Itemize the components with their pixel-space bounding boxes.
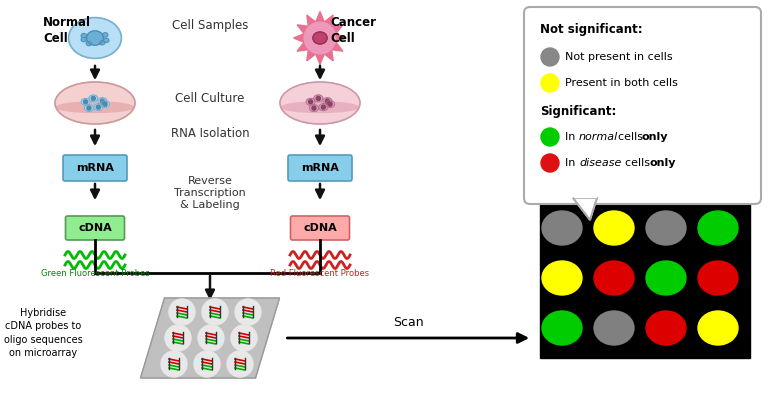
Ellipse shape [89,95,98,102]
Circle shape [316,96,320,100]
Text: Present in both cells: Present in both cells [565,78,678,88]
Circle shape [165,325,191,351]
Text: In: In [565,158,579,168]
Text: RNA Isolation: RNA Isolation [170,127,250,140]
Circle shape [328,102,332,106]
Ellipse shape [282,102,358,112]
Ellipse shape [94,104,103,111]
Text: cDNA: cDNA [303,223,337,233]
Ellipse shape [646,261,686,295]
Ellipse shape [542,211,582,245]
Circle shape [304,22,336,54]
Text: Cell Samples: Cell Samples [172,19,248,33]
Ellipse shape [306,98,315,105]
Text: disease: disease [579,158,621,168]
Circle shape [198,325,224,351]
Polygon shape [573,198,597,220]
Text: Scan: Scan [393,316,424,328]
Text: Cancer
Cell: Cancer Cell [330,15,376,44]
Ellipse shape [594,211,634,245]
Ellipse shape [98,98,107,105]
Ellipse shape [104,38,109,42]
Text: mRNA: mRNA [76,163,114,173]
Ellipse shape [314,95,323,102]
Circle shape [326,99,329,103]
Ellipse shape [323,98,332,105]
Circle shape [541,74,559,92]
Ellipse shape [542,311,582,345]
Ellipse shape [319,104,328,111]
Ellipse shape [86,41,91,46]
FancyBboxPatch shape [524,7,761,204]
FancyBboxPatch shape [65,216,124,240]
Circle shape [96,105,101,109]
Ellipse shape [542,261,582,295]
Circle shape [194,351,220,377]
Text: Hybridise
cDNA probes to
oligo sequences
on microarray: Hybridise cDNA probes to oligo sequences… [4,308,82,358]
Circle shape [101,99,104,103]
Text: normal: normal [579,132,618,142]
Text: only: only [649,158,676,168]
Circle shape [91,96,95,100]
Ellipse shape [646,211,686,245]
Text: Not significant:: Not significant: [540,23,643,35]
Polygon shape [293,12,346,64]
Ellipse shape [81,37,87,42]
Ellipse shape [100,41,104,45]
Ellipse shape [68,18,121,58]
FancyBboxPatch shape [63,155,127,181]
Text: mRNA: mRNA [301,163,339,173]
Ellipse shape [87,31,104,45]
Ellipse shape [103,33,108,37]
FancyBboxPatch shape [288,155,352,181]
Ellipse shape [594,311,634,345]
Polygon shape [141,298,280,378]
Polygon shape [574,192,596,197]
Circle shape [541,154,559,172]
Text: In: In [565,132,579,142]
Text: Reverse
Transcription
& Labeling: Reverse Transcription & Labeling [174,176,246,210]
Circle shape [235,299,261,325]
Circle shape [161,351,187,377]
Text: only: only [642,132,668,142]
Circle shape [312,106,316,110]
Circle shape [541,128,559,146]
Ellipse shape [646,311,686,345]
Ellipse shape [55,82,135,124]
Ellipse shape [280,82,360,124]
Ellipse shape [698,261,738,295]
Ellipse shape [310,105,319,112]
Circle shape [103,102,107,106]
Ellipse shape [81,33,87,38]
Text: cDNA: cDNA [78,223,112,233]
Circle shape [541,48,559,66]
Ellipse shape [81,98,90,105]
Circle shape [202,299,228,325]
Ellipse shape [84,105,94,112]
Text: cells: cells [625,158,654,168]
Ellipse shape [326,101,335,108]
Ellipse shape [698,211,738,245]
Text: Not present in cells: Not present in cells [565,52,673,62]
FancyBboxPatch shape [290,216,349,240]
Ellipse shape [57,102,133,112]
Circle shape [169,299,195,325]
Ellipse shape [594,261,634,295]
Text: cells: cells [618,132,647,142]
Ellipse shape [313,32,327,44]
Circle shape [87,106,91,110]
Circle shape [84,100,88,104]
Text: Significant:: Significant: [540,104,617,118]
Polygon shape [540,203,750,358]
Ellipse shape [698,311,738,345]
Text: Red Fluorescent Probes: Red Fluorescent Probes [270,268,369,278]
Circle shape [321,105,326,109]
Text: Cell Culture: Cell Culture [175,91,245,104]
Ellipse shape [101,101,110,108]
Circle shape [231,325,257,351]
Circle shape [309,100,313,104]
Text: Green Fluorescent Probes: Green Fluorescent Probes [41,268,149,278]
Text: Normal
Cell: Normal Cell [43,15,91,44]
Circle shape [227,351,253,377]
